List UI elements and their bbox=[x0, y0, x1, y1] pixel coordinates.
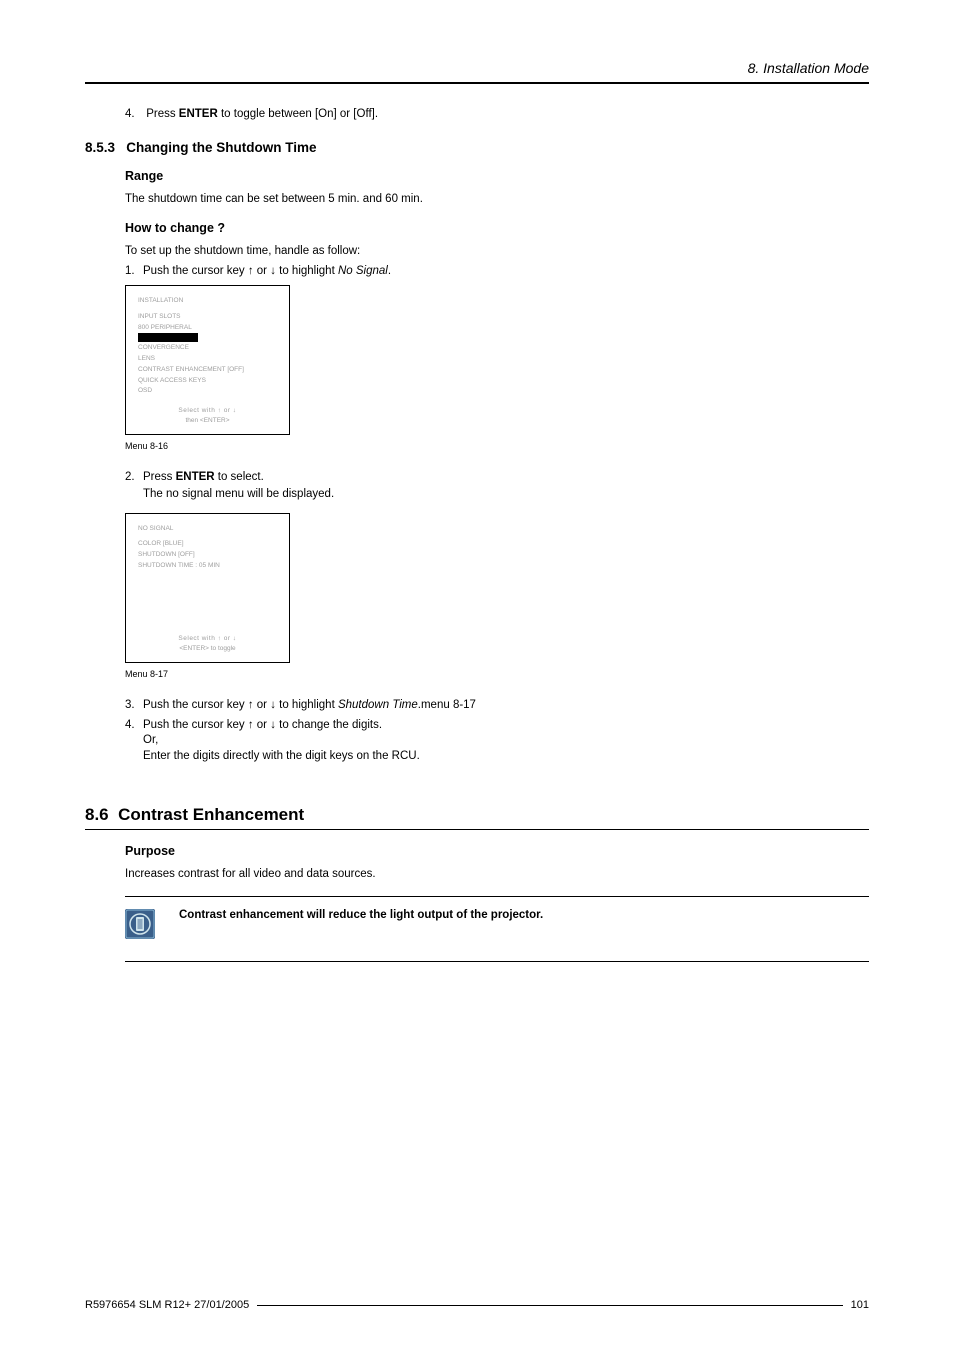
subsection-title: Changing the Shutdown Time bbox=[126, 140, 316, 155]
menu-hint: then <ENTER> bbox=[126, 416, 289, 426]
step-alt: Enter the digits directly with the digit… bbox=[143, 750, 420, 762]
menu-hint: <ENTER> to toggle bbox=[126, 644, 289, 654]
subsection-heading: 8.5.3 Changing the Shutdown Time bbox=[85, 140, 869, 155]
chapter-label: 8. Installation Mode bbox=[748, 60, 869, 76]
step-post: . bbox=[388, 265, 391, 277]
howto-heading: How to change ? bbox=[125, 221, 869, 235]
step-text-pre: Press bbox=[146, 108, 179, 120]
step-post: to select. bbox=[215, 471, 264, 483]
section-num: 8.6 bbox=[85, 805, 109, 824]
menu-arrow-line: Select with ↑ or ↓ bbox=[126, 406, 289, 416]
chapter-header: 8. Installation Mode bbox=[85, 60, 869, 84]
step-number: 1. bbox=[125, 265, 143, 277]
range-text: The shutdown time can be set between 5 m… bbox=[125, 193, 869, 205]
step-pre: Push the cursor key ↑ or ↓ to highlight bbox=[143, 699, 338, 711]
menu-arrow-line: Select with ↑ or ↓ bbox=[126, 634, 289, 644]
howto-step-1: 1.Push the cursor key ↑ or ↓ to highligh… bbox=[125, 265, 869, 277]
step-pre: Push the cursor key ↑ or ↓ to highlight bbox=[143, 265, 338, 277]
menu-title: INSTALLATION bbox=[138, 296, 277, 306]
purpose-text: Increases contrast for all video and dat… bbox=[125, 868, 869, 880]
menu-item: CONTRAST ENHANCEMENT [OFF] bbox=[138, 365, 277, 375]
note-text: Contrast enhancement will reduce the lig… bbox=[179, 909, 543, 921]
menu-caption-1: Menu 8-16 bbox=[125, 441, 869, 451]
range-heading: Range bbox=[125, 169, 869, 183]
menu-item: LENS bbox=[138, 354, 277, 364]
menu-item: COLOR [BLUE] bbox=[138, 539, 277, 549]
menu-box-2: NO SIGNAL COLOR [BLUE] SHUTDOWN [OFF] SH… bbox=[125, 513, 290, 663]
note-icon bbox=[125, 909, 155, 939]
subsection-num: 8.5.3 bbox=[85, 140, 115, 155]
step-text: Push the cursor key ↑ or ↓ to change the… bbox=[143, 719, 382, 731]
top-step-4: 4. Press ENTER to toggle between [On] or… bbox=[125, 108, 869, 120]
step-number: 2. bbox=[125, 471, 143, 483]
footer-left: R5976654 SLM R12+ 27/01/2005 bbox=[85, 1299, 249, 1311]
howto-step-3: 3.Push the cursor key ↑ or ↓ to highligh… bbox=[125, 699, 869, 711]
note-block: Contrast enhancement will reduce the lig… bbox=[125, 896, 869, 962]
step-text-post: to toggle between [On] or [Off]. bbox=[218, 108, 378, 120]
howto-intro: To set up the shutdown time, handle as f… bbox=[125, 245, 869, 257]
footer-rule bbox=[257, 1305, 842, 1306]
menu-caption-2: Menu 8-17 bbox=[125, 669, 869, 679]
step-post: .menu 8-17 bbox=[418, 699, 476, 711]
page-footer: R5976654 SLM R12+ 27/01/2005 101 bbox=[85, 1299, 869, 1311]
menu-title: NO SIGNAL bbox=[138, 524, 277, 534]
menu-item: INPUT SLOTS bbox=[138, 312, 277, 322]
purpose-heading: Purpose bbox=[125, 844, 869, 858]
section-title: Contrast Enhancement bbox=[118, 805, 304, 824]
step-number: 4. bbox=[125, 719, 143, 731]
step-sub: The no signal menu will be displayed. bbox=[143, 486, 869, 503]
menu-highlight bbox=[138, 333, 198, 342]
menu-item: QUICK ACCESS KEYS bbox=[138, 376, 277, 386]
menu-box-1: INSTALLATION INPUT SLOTS 800 PERIPHERAL … bbox=[125, 285, 290, 435]
howto-step-2: 2.Press ENTER to select. The no signal m… bbox=[125, 471, 869, 503]
menu-item: OSD bbox=[138, 386, 277, 396]
step-or: Or, bbox=[143, 734, 158, 746]
footer-page-number: 101 bbox=[851, 1299, 869, 1311]
menu-item: 800 PERIPHERAL bbox=[138, 323, 277, 333]
step-text-bold: ENTER bbox=[179, 108, 218, 120]
step-number: 4. bbox=[125, 108, 143, 120]
howto-step-4: 4.Push the cursor key ↑ or ↓ to change t… bbox=[125, 719, 869, 765]
step-italic: Shutdown Time bbox=[338, 699, 418, 711]
step-pre: Press bbox=[143, 471, 176, 483]
step-number: 3. bbox=[125, 699, 143, 711]
step-bold: ENTER bbox=[176, 471, 215, 483]
menu-item: SHUTDOWN [OFF] bbox=[138, 550, 277, 560]
step-italic: No Signal bbox=[338, 265, 388, 277]
menu-item: SHUTDOWN TIME : 05 MIN bbox=[138, 561, 277, 571]
menu-item: CONVERGENCE bbox=[138, 343, 277, 353]
section-heading: 8.6 Contrast Enhancement bbox=[85, 805, 869, 830]
